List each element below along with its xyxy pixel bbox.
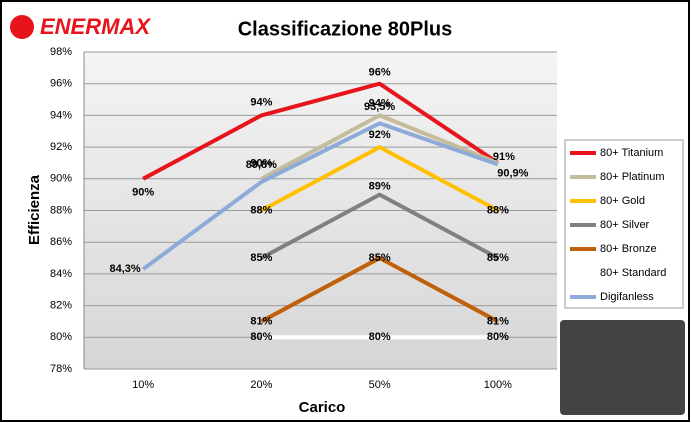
x-axis-title: Carico	[299, 399, 346, 416]
y-tick-label: 78%	[50, 363, 72, 375]
legend-label: 80+ Titanium	[600, 147, 663, 159]
value-label: 89%	[369, 181, 391, 193]
value-label: 90,9%	[497, 167, 528, 179]
legend-label: 80+ Bronze	[600, 243, 657, 255]
y-axis-title: Efficienza	[26, 174, 43, 245]
value-label: 90%	[250, 158, 272, 170]
value-label: 88%	[250, 204, 272, 216]
value-label: 80%	[250, 331, 272, 343]
x-tick-label: 20%	[250, 379, 272, 391]
legend-label: 80+ Standard	[600, 267, 666, 279]
series-line	[260, 113, 499, 181]
x-tick-label: 10%	[132, 379, 154, 391]
series-line	[141, 121, 499, 271]
value-label: 93,5%	[364, 101, 395, 113]
value-label: 89,8%	[246, 159, 277, 171]
value-label: 81%	[487, 315, 509, 327]
value-label: 88%	[487, 204, 509, 216]
y-tick-label: 88%	[50, 204, 72, 216]
value-label: 85%	[250, 252, 272, 264]
y-tick-label: 82%	[50, 300, 72, 312]
x-tick-label: 50%	[369, 379, 391, 391]
y-tick-label: 84%	[50, 268, 72, 280]
logo: ENERMAX	[40, 14, 151, 39]
value-label: 85%	[487, 252, 509, 264]
legend-label: Digifanless	[600, 291, 654, 303]
value-label: 96%	[369, 67, 391, 79]
value-label: 94%	[250, 96, 272, 108]
series-line	[260, 256, 499, 324]
value-label: 85%	[369, 252, 391, 264]
x-tick-label: 100%	[484, 379, 512, 391]
value-label: 84,3%	[110, 263, 141, 275]
value-label: 80%	[487, 331, 509, 343]
value-label: 90%	[132, 187, 154, 199]
y-tick-label: 90%	[50, 173, 72, 185]
product-image	[560, 320, 685, 415]
y-tick-label: 94%	[50, 109, 72, 121]
series-line	[260, 192, 499, 260]
series-line	[260, 145, 499, 213]
chart-title: Classificazione 80Plus	[238, 18, 453, 40]
y-tick-label: 98%	[50, 46, 72, 58]
y-tick-label: 80%	[50, 331, 72, 343]
logo-icon	[8, 13, 36, 41]
series-line	[142, 81, 499, 181]
value-label: 81%	[250, 315, 272, 327]
value-label: 80%	[369, 331, 391, 343]
legend-label: 80+ Gold	[600, 195, 645, 207]
value-label: 91%	[493, 151, 515, 163]
legend-label: 80+ Platinum	[600, 171, 665, 183]
y-tick-label: 86%	[50, 236, 72, 248]
y-tick-label: 92%	[50, 141, 72, 153]
legend-label: 80+ Silver	[600, 219, 650, 231]
value-label: 94%	[369, 97, 391, 109]
y-tick-label: 96%	[50, 78, 72, 90]
value-label: 92%	[369, 129, 391, 141]
